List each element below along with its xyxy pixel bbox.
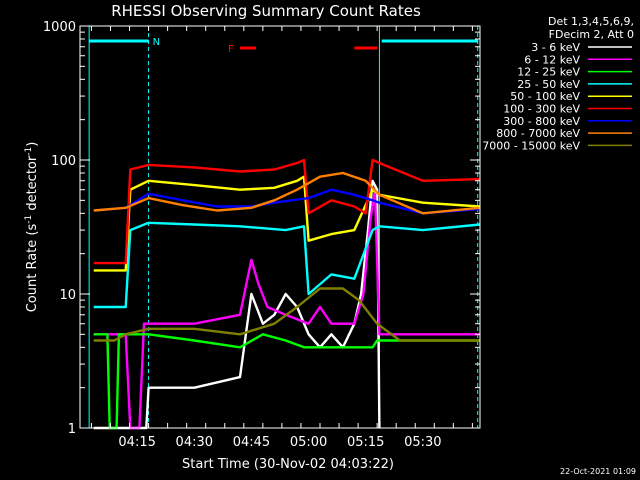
legend: Det 1,3,4,5,6,9, FDecim 2, Att 0 3 - 6 k… [482,15,634,152]
x-tick-label-2: 04:45 [233,435,270,450]
legend-header-detectors: Det 1,3,4,5,6,9, [548,15,634,28]
x-tick-label-1: 04:30 [176,435,213,450]
y-axis-label-sup2: -1 [24,147,34,156]
y-axis-label-sup1: -1 [24,215,34,224]
legend-label-3: 25 - 50 keV [517,78,580,91]
x-tick-label-5: 05:30 [404,435,441,450]
chart-title: RHESSI Observing Summary Count Rates [111,2,421,20]
x-axis-label: Start Time (30-Nov-02 04:03:22) [182,457,394,472]
legend-header-decim: FDecim 2, Att 0 [549,28,634,41]
axes: 1 10 100 1000 04:15 04:30 04:45 05:00 05:15 05:30 [43,20,480,450]
y-axis-label-main: Count Rate (s [25,224,40,313]
y-axis-label-mid: detector [25,155,40,215]
plot-frame [79,25,481,429]
y-tick-label-0: 1 [68,422,76,437]
series-line-3 [93,221,481,309]
night-label: N [153,37,160,48]
legend-label-0: 3 - 6 keV [531,41,580,54]
generation-timestamp: 22-Oct-2021 01:09 [560,467,636,476]
legend-label-8: 7000 - 15000 keV [482,139,580,152]
x-tick-label-3: 05:00 [290,435,327,450]
series-line-5 [93,158,481,265]
legend-label-5: 100 - 300 keV [503,103,580,116]
y-axis-label-end: ) [25,142,40,147]
flare-label: F [228,44,234,55]
y-axis-label: Count Rate (s-1 detector-1) [24,142,40,313]
legend-label-4: 50 - 100 keV [510,90,580,103]
legend-label-2: 12 - 25 keV [517,66,580,79]
series-line-1 [93,188,480,430]
legend-label-6: 300 - 800 keV [503,115,580,128]
legend-label-1: 6 - 12 keV [524,53,580,66]
y-tick-label-2: 100 [51,154,76,169]
series-line-7 [93,171,481,215]
y-tick-label-3: 1000 [43,20,76,35]
series-line-6 [93,188,481,215]
y-tick-label-1: 10 [59,288,76,303]
x-tick-label-0: 04:15 [118,435,155,450]
series-line-8 [93,287,480,342]
legend-label-7: 800 - 7000 keV [496,127,580,140]
x-tick-label-4: 05:15 [347,435,384,450]
